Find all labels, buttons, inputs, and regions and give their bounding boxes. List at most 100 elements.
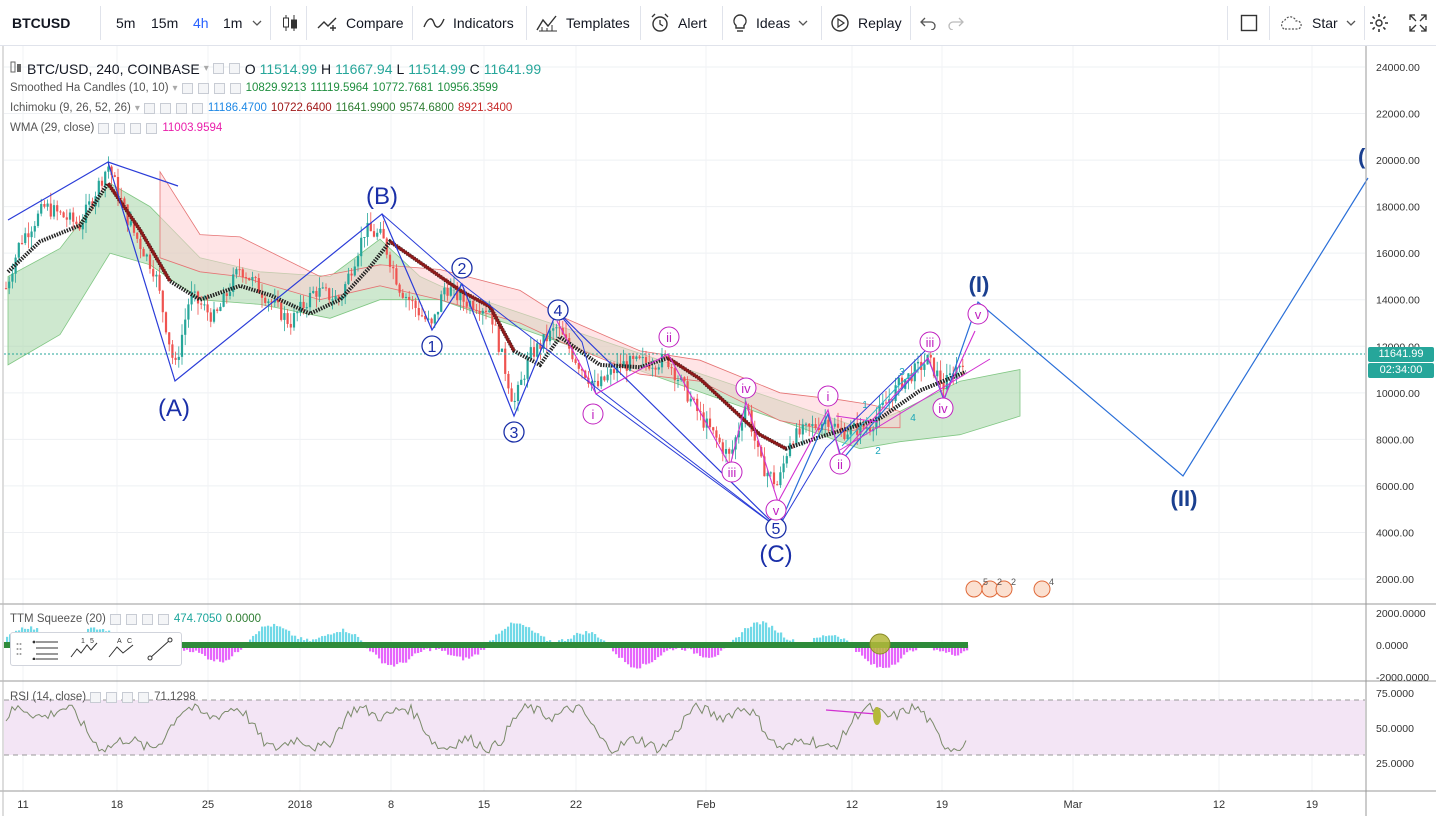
eye-icon[interactable]	[181, 82, 193, 94]
rsi-axis[interactable]: 75.0000 50.0000 25.0000	[1376, 688, 1414, 770]
event-icon[interactable]	[965, 580, 983, 598]
source-icon[interactable]	[175, 102, 187, 114]
ttm-bar	[873, 645, 876, 665]
alert-button[interactable]: Alert	[650, 0, 707, 46]
source-icon[interactable]	[141, 613, 153, 625]
elliott-channel-2	[777, 345, 931, 529]
price-tick: 8000.00	[1376, 434, 1414, 446]
source-icon[interactable]	[122, 691, 134, 703]
eye-icon[interactable]	[143, 102, 155, 114]
time-axis[interactable]: 11 18 25 2018 8 15 22 Feb 12 19 Mar 12 19	[17, 799, 1318, 811]
interval-5m[interactable]: 5m	[116, 0, 135, 46]
fib-levels-tool[interactable]	[27, 633, 65, 665]
close-icon[interactable]	[157, 613, 169, 625]
close-icon[interactable]	[138, 691, 150, 703]
candle-body	[846, 434, 849, 440]
gear-icon[interactable]	[114, 122, 126, 134]
settings-arrow-icon[interactable]: ▾	[203, 63, 209, 74]
chart-canvas[interactable]: 24000.0022000.0020000.0018000.0016000.00…	[0, 46, 1436, 816]
price-tick: 2000.00	[1376, 574, 1414, 586]
main-series-legend[interactable]: BTC/USD, 240, COINBASE ▾ O 11514.99 H 1166…	[10, 60, 541, 77]
interval-15m[interactable]: 15m	[151, 0, 178, 46]
event-count: 2	[1011, 577, 1016, 587]
wave-label-I: (I)	[969, 272, 990, 297]
ttm-bar	[468, 645, 471, 659]
ttm-legend[interactable]: TTM Squeeze (20) 474.7050 0.0000	[10, 613, 261, 625]
candle-body	[264, 297, 267, 303]
settings-arrow-icon[interactable]: ▾	[134, 102, 140, 114]
star-button[interactable]: Star	[1278, 0, 1356, 46]
candle-body	[801, 424, 804, 435]
candle-body	[56, 205, 59, 212]
candle-body	[88, 201, 91, 205]
eye-icon[interactable]	[98, 122, 110, 134]
candle-body	[740, 422, 744, 431]
chart-style-button[interactable]	[281, 0, 299, 46]
eye-icon[interactable]	[90, 691, 102, 703]
alarm-clock-icon	[651, 13, 669, 32]
ttm-bar	[264, 626, 267, 645]
rsi-legend[interactable]: RSI (14, close) 71.1298	[10, 691, 196, 703]
close-icon[interactable]	[229, 82, 241, 94]
ttm-bar	[342, 628, 345, 645]
gear-icon[interactable]	[159, 102, 171, 114]
minor-marker	[582, 403, 604, 425]
event-markers[interactable]: 5 2 2 4	[965, 577, 1054, 598]
settings-button[interactable]	[1369, 0, 1389, 46]
replay-button[interactable]: Replay	[830, 0, 902, 46]
indicators-button[interactable]: Indicators	[423, 0, 514, 46]
close-icon[interactable]	[191, 102, 203, 114]
symbol-search[interactable]: BTCUSD	[12, 0, 70, 46]
templates-button[interactable]: Templates	[536, 0, 630, 46]
candle-body	[529, 347, 532, 359]
price-axis[interactable]: 24000.00 22000.00 20000.00 18000.00 16000.00…	[1376, 62, 1420, 586]
source-icon[interactable]	[213, 82, 225, 94]
symbol-label: BTCUSD	[12, 15, 71, 31]
gear-icon[interactable]	[106, 691, 118, 703]
ideas-button[interactable]: Ideas	[732, 0, 808, 46]
close-icon[interactable]	[146, 122, 158, 134]
eye-icon[interactable]	[212, 63, 224, 74]
fullscreen-layout-button[interactable]	[1240, 0, 1258, 46]
candle-body	[225, 293, 228, 296]
interval-dropdown[interactable]	[252, 0, 262, 46]
source-icon[interactable]	[130, 122, 142, 134]
trend-line-tool[interactable]	[141, 633, 179, 665]
interval-4h[interactable]: 4h	[193, 0, 209, 46]
ttm-axis[interactable]: 2000.0000 0.0000 -2000.0000	[1376, 608, 1429, 684]
minor-i-2: i	[827, 389, 830, 404]
candle-body	[756, 440, 760, 447]
ichimoku-legend[interactable]: Ichimoku (9, 26, 52, 26) ▾ 11186.4700 10…	[10, 102, 512, 114]
interval-1m[interactable]: 1m	[223, 0, 242, 46]
compare-button[interactable]: Compare	[316, 0, 404, 46]
candle-body	[763, 456, 766, 477]
candle-body	[449, 287, 452, 296]
redo-button[interactable]	[948, 0, 964, 46]
wma-legend[interactable]: WMA (29, close) 11003.9594	[10, 122, 222, 134]
ttm-bar	[945, 645, 948, 653]
minor-marker	[919, 331, 941, 353]
ha-candles-legend[interactable]: Smoothed Ha Candles (10, 10) ▾ 10829.921…	[10, 82, 498, 94]
gear-icon[interactable]	[228, 63, 240, 74]
ttm-bar	[747, 628, 750, 645]
elliott-channel-upper	[381, 213, 779, 529]
wave-label-III: (	[1358, 144, 1366, 169]
chart-area[interactable]: 24000.00 22000.00 20000.00 18000.00 16000.00…	[0, 46, 1436, 816]
undo-button[interactable]	[920, 0, 936, 46]
ha-value: 11119.5964	[310, 82, 369, 94]
drag-handle[interactable]	[11, 633, 27, 665]
candle-body	[59, 211, 62, 213]
fullscreen-button[interactable]	[1409, 0, 1427, 46]
candle-body	[315, 290, 318, 297]
gear-icon[interactable]	[197, 82, 209, 94]
eye-icon[interactable]	[109, 613, 121, 625]
candle-body	[548, 330, 552, 342]
minor-marker	[658, 326, 680, 348]
event-icon[interactable]	[1033, 580, 1051, 598]
settings-arrow-icon[interactable]: ▾	[172, 82, 178, 94]
event-icon[interactable]	[995, 580, 1013, 598]
gear-icon[interactable]	[125, 613, 137, 625]
